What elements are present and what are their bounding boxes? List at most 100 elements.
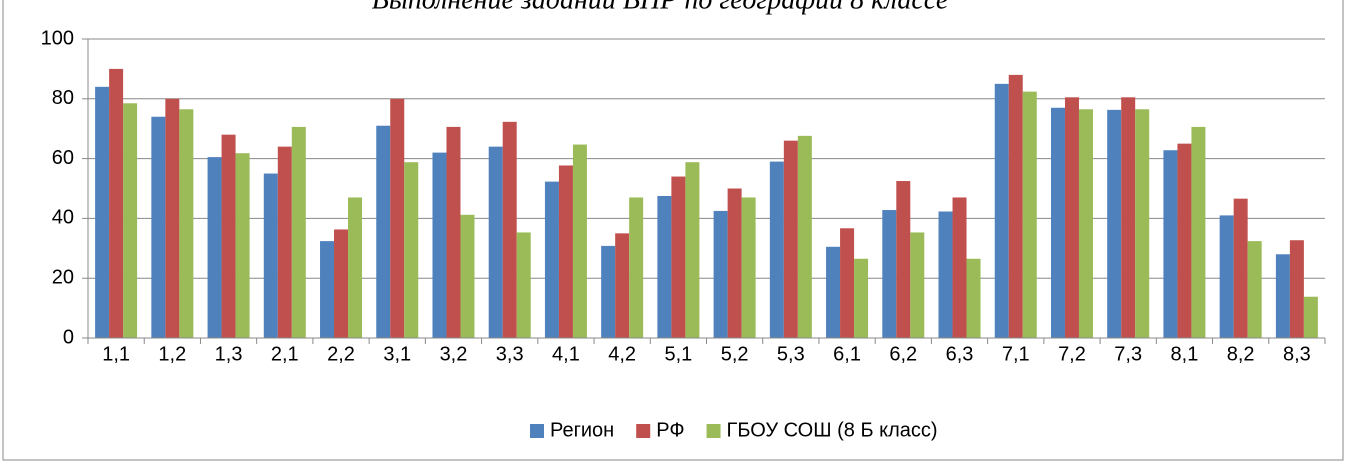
x-tick-label: 8,3 <box>1283 343 1311 365</box>
bar <box>657 195 672 338</box>
legend-swatch <box>530 424 544 438</box>
y-tick-label: 100 <box>41 27 74 49</box>
bar <box>558 165 573 338</box>
x-tick-label: 1,3 <box>215 343 243 365</box>
bar <box>544 181 559 338</box>
bar <box>1163 150 1178 338</box>
y-tick-label: 0 <box>63 326 74 348</box>
bar <box>615 233 630 338</box>
bar <box>179 109 194 338</box>
bar <box>896 181 911 338</box>
x-tick-label: 7,2 <box>1058 343 1086 365</box>
bar <box>446 126 461 338</box>
bar <box>882 210 897 338</box>
bar <box>151 116 166 339</box>
legend-swatch <box>706 424 721 438</box>
x-tick-label: 6,3 <box>946 343 974 365</box>
bar <box>123 103 138 338</box>
x-tick-label: 1,1 <box>102 343 130 365</box>
bar <box>488 146 503 338</box>
bar <box>797 135 812 338</box>
x-tick-label: 3,2 <box>440 343 468 365</box>
bar <box>516 232 531 338</box>
bar <box>727 188 742 338</box>
bar <box>460 214 475 338</box>
bar <box>1177 143 1192 338</box>
bar <box>741 197 756 338</box>
bar <box>671 176 686 338</box>
bar <box>277 146 292 338</box>
bar <box>502 121 517 338</box>
bar <box>432 152 447 338</box>
legend-label: Регион <box>550 419 614 441</box>
bar <box>685 162 700 338</box>
x-tick-label: 5,1 <box>664 343 692 365</box>
bar <box>713 210 728 338</box>
x-tick-label: 3,1 <box>383 343 411 365</box>
bar <box>1191 126 1206 338</box>
bar <box>348 197 363 338</box>
chart-title: Выполнение заданий ВПР по географии 8 кл… <box>372 0 949 15</box>
bar <box>1247 241 1262 338</box>
bar <box>376 125 391 339</box>
x-tick-label: 4,2 <box>608 343 636 365</box>
bar <box>165 98 180 338</box>
bar <box>1022 91 1037 339</box>
y-tick-label: 60 <box>52 147 74 169</box>
x-tick-label: 8,2 <box>1227 343 1255 365</box>
bar <box>938 211 953 338</box>
bar <box>601 245 616 338</box>
bar <box>629 197 644 338</box>
bar <box>334 229 349 338</box>
x-tick-label: 6,2 <box>889 343 917 365</box>
bar <box>207 157 222 338</box>
bar <box>109 68 124 339</box>
bar <box>840 228 855 338</box>
bar <box>994 83 1009 338</box>
bar <box>235 153 250 338</box>
bar <box>320 241 335 338</box>
bar <box>1303 296 1318 338</box>
bar <box>1289 240 1304 338</box>
bar <box>390 98 405 338</box>
bar <box>404 162 419 338</box>
x-tick-label: 4,1 <box>552 343 580 365</box>
bar <box>854 258 869 338</box>
bar <box>1275 254 1290 338</box>
x-tick-label: 7,3 <box>1114 343 1142 365</box>
bar <box>1107 109 1122 338</box>
legend-label: РФ <box>656 419 684 441</box>
bar <box>910 232 925 338</box>
bar <box>1121 97 1136 339</box>
bar <box>966 258 981 338</box>
y-tick-label: 20 <box>52 266 74 288</box>
bar <box>783 140 798 338</box>
bar <box>572 144 587 338</box>
bar <box>1233 198 1248 338</box>
x-tick-label: 2,2 <box>327 343 355 365</box>
legend-label: ГБОУ СОШ (8 Б класс) <box>727 419 938 441</box>
x-tick-label: 2,1 <box>271 343 299 365</box>
bar <box>1135 109 1150 338</box>
legend-swatch <box>636 424 651 438</box>
x-tick-label: 1,2 <box>158 343 186 365</box>
bar <box>769 161 784 338</box>
x-tick-label: 3,3 <box>496 343 524 365</box>
y-tick-label: 80 <box>52 87 74 109</box>
bar <box>95 86 110 338</box>
bar <box>1219 215 1234 338</box>
x-tick-label: 8,1 <box>1171 343 1199 365</box>
x-tick-label: 5,2 <box>721 343 749 365</box>
bar <box>1064 97 1079 339</box>
bar <box>1008 74 1023 338</box>
bar <box>221 134 236 338</box>
y-tick-label: 40 <box>52 207 74 229</box>
bar <box>826 246 841 338</box>
x-tick-label: 5,3 <box>777 343 805 365</box>
bar <box>1050 107 1065 339</box>
bar <box>263 173 278 338</box>
x-tick-label: 6,1 <box>833 343 861 365</box>
